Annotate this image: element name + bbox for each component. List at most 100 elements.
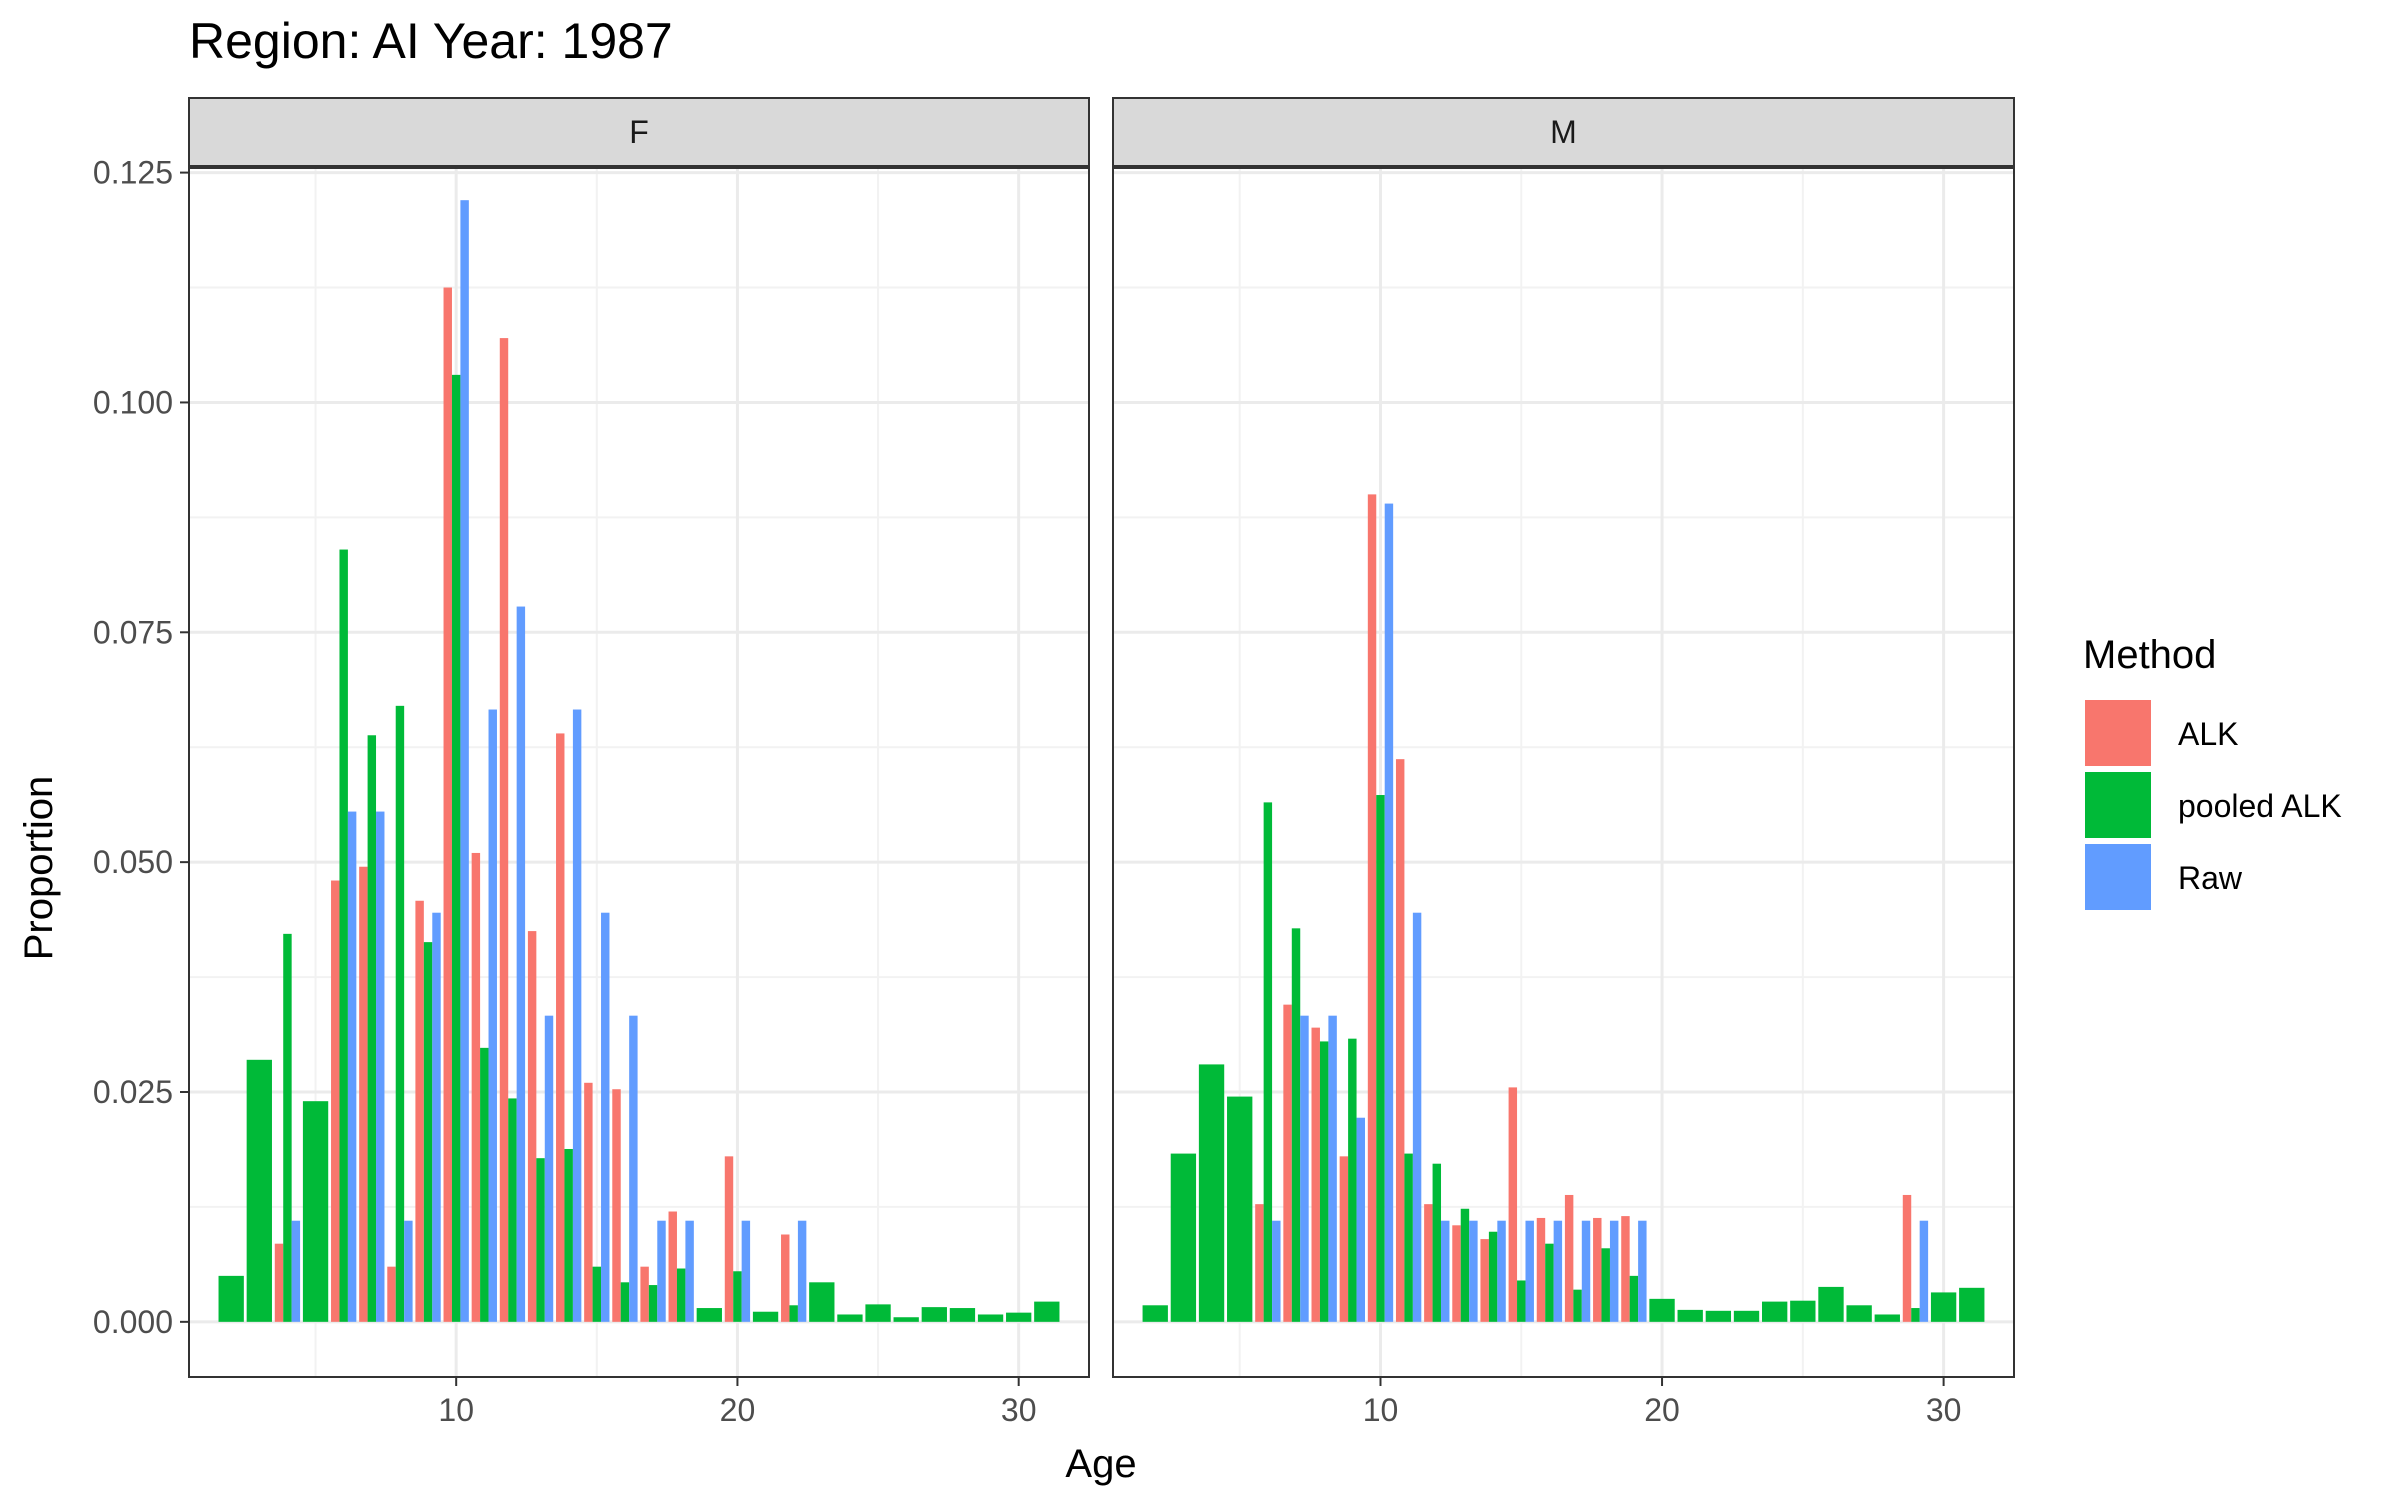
panel-background [1113,168,2014,1377]
bar-raw-age-14 [1497,1220,1506,1322]
bar-pooled-alk-age-16 [620,1282,630,1322]
bar-alk-age-7 [359,866,368,1322]
bar-alk-age-11 [1395,759,1405,1322]
bar-alk-age-11 [471,852,481,1322]
x-tick-label: 10 [1363,1392,1399,1428]
bar-pooled-alk-age-13 [1460,1208,1470,1322]
bar-pooled-alk-age-17 [1573,1289,1582,1322]
bar-raw-age-17 [1581,1220,1591,1322]
legend-key-raw [2085,844,2151,910]
bar-alk-age-20 [724,1156,734,1322]
bar-alk-age-9 [1339,1156,1349,1322]
bar-alk-age-19 [1621,1216,1630,1322]
bar-raw-age-29 [1919,1220,1929,1322]
bar-alk-age-15 [584,1082,593,1322]
facet-strip [188,97,1090,167]
bar-pooled-alk-age-6 [339,549,348,1322]
bar-pooled-alk-age-11 [480,1047,489,1322]
x-tick-label: 20 [1644,1392,1680,1428]
bar-pooled-alk-age-3 [1170,1153,1197,1322]
bar-pooled-alk-age-20 [733,1271,742,1322]
panel-border [1112,167,2015,1378]
bar-raw-age-19 [1638,1220,1647,1322]
facet-strip-label: M [1550,114,1577,150]
bar-raw-age-12 [1441,1220,1450,1322]
bar-alk-age-10 [1367,494,1377,1322]
bar-raw-age-18 [685,1220,694,1322]
bar-raw-age-12 [516,606,526,1322]
bar-raw-age-10 [460,200,469,1322]
x-tick-label: 30 [1926,1392,1962,1428]
bar-pooled-alk-age-15 [1517,1280,1526,1322]
bar-alk-age-6 [1255,1204,1264,1322]
panel-border [188,167,1090,1378]
bar-pooled-alk-age-4 [1198,1064,1225,1322]
bar-pooled-alk-age-19 [1629,1275,1639,1322]
bar-pooled-alk-age-18 [676,1268,686,1322]
bar-raw-age-11 [488,709,497,1322]
bar-pooled-alk-age-31 [1034,1301,1060,1322]
bar-alk-age-13 [1452,1225,1461,1322]
bar-alk-age-17 [640,1266,649,1322]
bar-alk-age-15 [1508,1087,1518,1322]
bar-pooled-alk-age-8 [395,705,405,1322]
bar-alk-age-22 [781,1234,790,1322]
bar-pooled-alk-age-22 [1705,1310,1732,1322]
bar-raw-age-6 [1272,1220,1281,1322]
bar-alk-age-16 [1536,1217,1546,1322]
bar-pooled-alk-age-25 [865,1304,891,1322]
bar-pooled-alk-age-2 [1142,1305,1168,1322]
bar-pooled-alk-age-4 [283,933,292,1322]
bar-pooled-alk-age-5 [302,1101,329,1322]
bar-alk-age-13 [527,931,537,1322]
bar-pooled-alk-age-16 [1545,1243,1554,1322]
bar-pooled-alk-age-9 [1348,1038,1357,1322]
legend-key-alk [2085,700,2151,766]
bar-alk-age-7 [1283,1004,1292,1322]
bar-raw-age-8 [1328,1015,1337,1322]
bar-pooled-alk-age-3 [246,1059,272,1322]
bar-pooled-alk-age-7 [1291,928,1301,1322]
bar-pooled-alk-age-23 [1733,1310,1760,1322]
x-tick-label: 10 [438,1392,474,1428]
bar-alk-age-18 [1593,1217,1602,1322]
bar-pooled-alk-age-20 [1649,1298,1675,1322]
bar-pooled-alk-age-29 [977,1314,1004,1322]
x-axis-title: Age [1065,1442,1136,1486]
legend-label-raw: Raw [2178,860,2243,896]
bar-pooled-alk-age-29 [1911,1308,1920,1322]
bar-alk-age-17 [1564,1194,1574,1322]
bar-raw-age-9 [432,912,441,1322]
legend-label-alk: ALK [2178,716,2238,752]
bar-pooled-alk-age-24 [837,1314,863,1322]
bar-alk-age-8 [1311,1027,1320,1322]
bar-pooled-alk-age-22 [789,1305,798,1322]
bar-raw-age-17 [657,1220,666,1322]
bar-alk-age-9 [415,900,424,1322]
bar-pooled-alk-age-11 [1404,1153,1413,1322]
chart-title: Region: AI Year: 1987 [189,13,673,69]
bar-pooled-alk-age-30 [1006,1312,1032,1322]
bar-pooled-alk-age-6 [1263,802,1273,1322]
bar-pooled-alk-age-26 [1818,1286,1844,1322]
bar-alk-age-12 [499,338,509,1322]
bar-alk-age-12 [1424,1204,1433,1322]
bar-pooled-alk-age-14 [564,1148,573,1322]
bar-raw-age-18 [1609,1220,1619,1322]
bar-alk-age-14 [556,733,565,1322]
bar-raw-age-11 [1412,912,1422,1322]
facet-panel-f: F 10 20 30 0.000 0.025 0.050 0.075 0.100 0.125 [93,97,1090,1428]
bar-raw-age-4 [291,1220,301,1322]
bar-alk-age-14 [1480,1239,1489,1322]
bar-raw-age-9 [1356,1117,1365,1322]
facet-panels: F 10 20 30 0.000 0.025 0.050 0.075 0.100 0.125 M 10… [93,97,2015,1428]
facet-panel-m: M 10 20 30 [1112,97,2015,1428]
bar-raw-age-7 [1300,1015,1309,1322]
bar-raw-age-15 [601,912,610,1322]
bar-raw-age-14 [572,709,582,1322]
bar-pooled-alk-age-28 [1874,1314,1900,1322]
legend-key-pooled-alk [2085,772,2151,838]
y-tick-label: 0.075 [93,614,173,650]
bar-raw-age-13 [544,1015,554,1322]
